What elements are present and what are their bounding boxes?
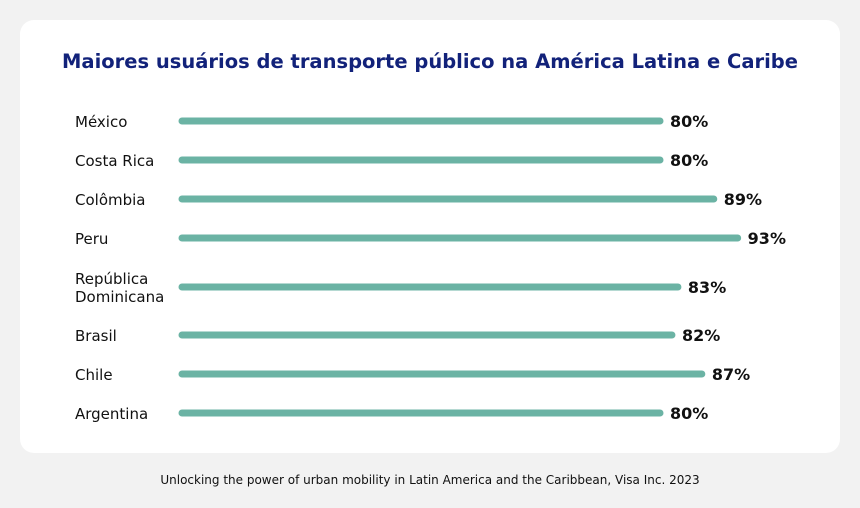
category-label: México	[75, 113, 127, 131]
value-label: 82%	[682, 326, 720, 345]
chart-title: Maiores usuários de transporte público n…	[62, 50, 798, 73]
category-label: Argentina	[75, 405, 148, 423]
value-label: 80%	[670, 151, 708, 170]
category-label: Chile	[75, 366, 113, 384]
source-caption: Unlocking the power of urban mobility in…	[160, 473, 700, 487]
value-label: 93%	[748, 229, 786, 248]
value-label: 80%	[670, 112, 708, 131]
category-label: Brasil	[75, 327, 117, 345]
category-label: Colômbia	[75, 191, 146, 209]
category-label: Peru	[75, 230, 108, 248]
value-label: 87%	[712, 365, 750, 384]
value-label: 89%	[724, 190, 762, 209]
value-label: 80%	[670, 404, 708, 423]
category-label: Costa Rica	[75, 152, 154, 170]
category-label: República Dominicana	[75, 270, 164, 306]
value-label: 83%	[688, 278, 726, 297]
